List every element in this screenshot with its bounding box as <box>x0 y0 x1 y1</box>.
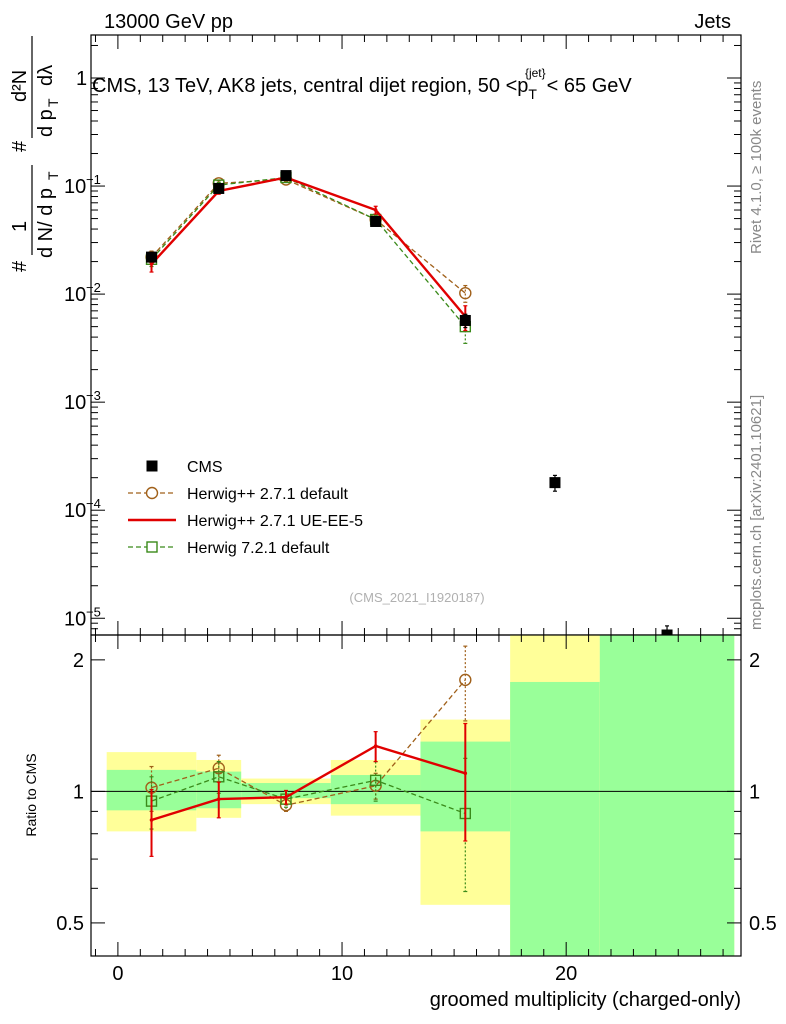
ratio-panel: 0.5 0.51 12 20 10 20 Ratio to CMS groomed mul… <box>23 634 777 1011</box>
series-line-2 <box>150 176 467 318</box>
marker-dot-1-3 <box>373 744 378 748</box>
svg-text:d p: d p <box>35 109 57 137</box>
rivet-version-label: Rivet 4.1.0, ≥ 100k events <box>748 81 765 254</box>
svg-text:1: 1 <box>9 221 31 232</box>
svg-text:#: # <box>9 140 31 152</box>
main-ylabel: # 1 d N/ d p T # d²N d p T dλ <box>9 36 61 272</box>
uncertainty-band-green-5 <box>510 681 600 956</box>
marker-dot-2-3 <box>373 208 378 212</box>
category-label: Jets <box>694 11 731 33</box>
marker-dot-2-0 <box>149 262 154 266</box>
marker-dot-1-2 <box>284 795 288 799</box>
ratio-ytick-label-right: 2 <box>749 650 760 672</box>
marker-data-0 <box>146 251 158 263</box>
marker-circle-1-4 <box>459 286 472 300</box>
ratio-xtick-label: 10 <box>331 963 353 985</box>
mcplots-label: mcplots.cern.ch [arXiv:2401.10621] <box>748 395 765 630</box>
svg-text:T: T <box>45 171 61 180</box>
legend-marker-data <box>146 460 158 472</box>
legend-label-0: CMS <box>187 459 223 476</box>
ratio-ylabel: Ratio to CMS <box>23 753 39 836</box>
legend: CMS Herwig++ 2.7.1 default Herwig++ 2.7.1 … <box>128 459 363 557</box>
ratio-ytick-label-right: 1 <box>749 781 760 803</box>
marker-dot-1-1 <box>216 797 221 801</box>
marker-data-2 <box>280 170 292 182</box>
series-line-2 <box>151 776 466 815</box>
main-ytick-exponent: −2 <box>86 280 101 295</box>
legend-label-3: Herwig 7.2.1 default <box>187 540 330 557</box>
main-ytick-label: 10 <box>64 608 86 630</box>
marker-data-1 <box>213 182 225 194</box>
marker-dot-1-4 <box>463 771 468 776</box>
main-panel: 110−110−210−310−410−5 (CMS_2021_I1920187… <box>64 34 742 641</box>
svg-text:d²N: d²N <box>9 70 31 102</box>
legend-label-2: Herwig++ 2.7.1 UE-EE-5 <box>187 513 363 530</box>
main-ytick-label: 10 <box>64 392 86 414</box>
svg-text:dλ: dλ <box>35 65 57 86</box>
analysis-watermark: (CMS_2021_I1920187) <box>349 590 484 605</box>
energy-label: 13000 GeV pp <box>104 11 233 33</box>
main-ytick-label: 10 <box>64 176 86 198</box>
main-ytick-label: 10 <box>64 500 86 522</box>
marker-square-2-3 <box>369 774 382 787</box>
ratio-xtick-label: 20 <box>555 963 577 985</box>
legend-marker-square <box>146 541 158 553</box>
main-ytick-exponent: −1 <box>86 172 101 187</box>
series-line-3 <box>151 176 466 328</box>
svg-text:T: T <box>45 98 61 107</box>
svg-text:#: # <box>9 260 31 272</box>
ratio-ytick-label: 2 <box>73 650 84 672</box>
legend-marker-circle <box>145 486 159 500</box>
ratio-ytick-label: 1 <box>73 781 84 803</box>
marker-circle-0-4 <box>459 673 472 687</box>
ratio-xtick-label: 0 <box>112 963 123 985</box>
svg-text:d N/ d p: d N/ d p <box>35 188 57 258</box>
marker-dot-1-0 <box>149 818 154 822</box>
main-ytick-label: 10 <box>64 284 86 306</box>
main-ytick-exponent: −3 <box>86 388 101 403</box>
main-ytick-label: 1 <box>76 68 87 90</box>
legend-label-1: Herwig++ 2.7.1 default <box>187 486 349 503</box>
main-ytick-exponent: −5 <box>86 604 101 619</box>
series-line-1 <box>151 178 466 294</box>
ratio-ytick-label-right: 0.5 <box>749 913 777 935</box>
ratio-plot-frame <box>90 634 742 957</box>
marker-data-3 <box>370 215 382 227</box>
marker-data-4 <box>459 314 471 326</box>
uncertainty-band-green-6 <box>599 635 735 956</box>
x-axis-label: groomed multiplicity (charged-only) <box>430 989 741 1011</box>
main-title: CMS, 13 TeV, AK8 jets, central dijet reg… <box>92 66 632 102</box>
marker-data-5 <box>549 477 561 489</box>
ratio-ytick-label: 0.5 <box>56 913 84 935</box>
main-ytick-exponent: −4 <box>86 496 101 511</box>
